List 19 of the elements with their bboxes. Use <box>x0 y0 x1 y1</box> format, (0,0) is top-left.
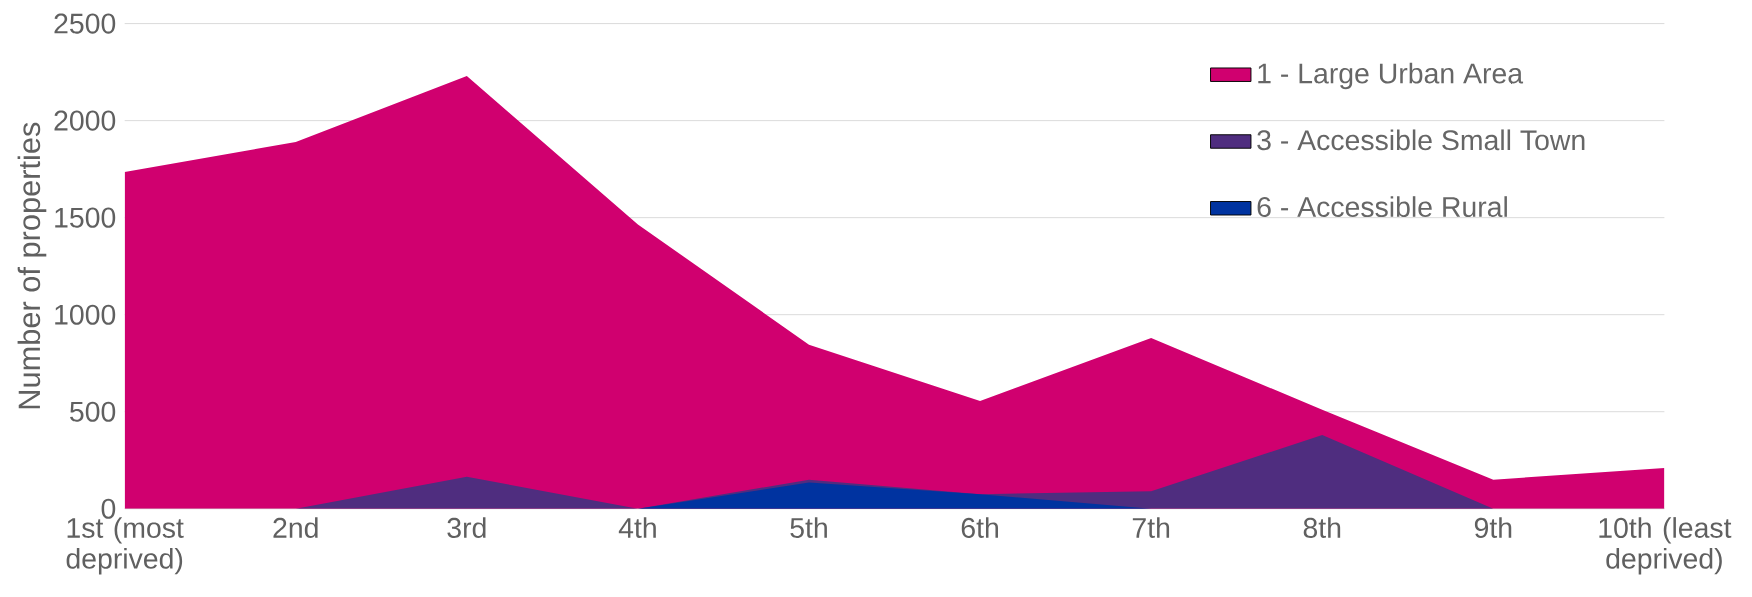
legend-label: 6 - Accessible Rural <box>1257 196 1507 218</box>
y-axis-title: Number of properties <box>17 122 47 409</box>
legend-label: 1 - Large Urban Area <box>1258 62 1524 90</box>
x-tick-label: 9th <box>1474 517 1512 538</box>
y-tick-label: 0 <box>101 498 116 519</box>
x-tick-label: 8th <box>1303 517 1341 538</box>
y-tick-label: 2000 <box>54 110 116 131</box>
x-tick-label: 5th <box>790 517 827 538</box>
y-tick-label: 1500 <box>55 207 116 228</box>
x-tick-label: 4th <box>618 517 656 538</box>
legend-label: 3 - Accessible Small Town <box>1257 129 1585 151</box>
y-tick-label: 1000 <box>55 304 116 325</box>
y-tick-label: 500 <box>70 401 116 422</box>
x-tick-label: 6th <box>961 517 998 538</box>
x-tick-label: 2nd <box>273 517 318 538</box>
y-tick-label: 2500 <box>54 13 116 34</box>
x-tick-label: 3rd <box>447 517 486 538</box>
x-tick-label: 10th (least deprived) <box>1599 517 1732 575</box>
x-tick-label: 7th <box>1132 517 1170 538</box>
